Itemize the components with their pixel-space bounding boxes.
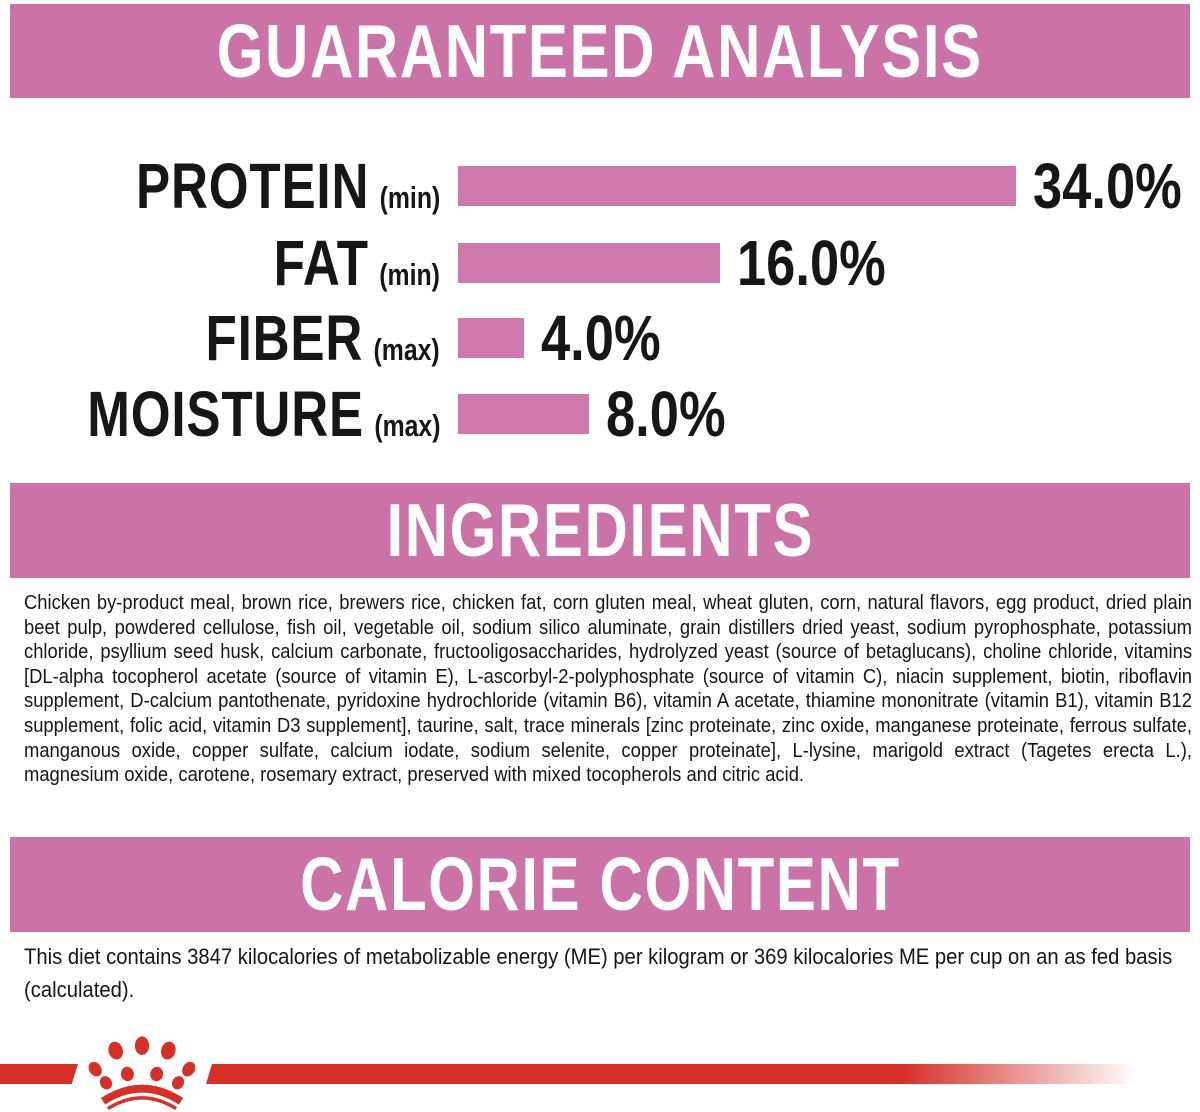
nutrient-label-box: FIBER (max) <box>0 306 440 370</box>
nutrient-label: FIBER <box>205 302 364 374</box>
nutrient-label-box: PROTEIN (min) <box>0 154 440 218</box>
nutrient-value: 8.0% <box>606 378 726 450</box>
nutrient-value: 4.0% <box>540 302 661 374</box>
chart-row-fiber: FIBER (max) 4.0% <box>0 306 1200 370</box>
nutrient-label-box: MOISTURE (max) <box>0 382 440 446</box>
nutrient-qualifier: (max) <box>373 332 440 367</box>
nutrient-qualifier: (min) <box>379 180 440 215</box>
nutrient-qualifier: (max) <box>373 408 440 443</box>
nutrient-value: 34.0% <box>1032 150 1182 222</box>
brand-rule-right <box>206 1064 1146 1084</box>
nutrient-label-box: FAT (min) <box>0 231 440 295</box>
ingredients-banner: INGREDIENTS <box>10 483 1190 578</box>
royal-canin-crown-icon <box>88 1036 196 1111</box>
guaranteed-analysis-banner: GUARANTEED ANALYSIS <box>10 4 1190 98</box>
nutrient-label: FAT <box>273 227 369 299</box>
nutrient-label: PROTEIN <box>135 150 369 222</box>
nutrient-label: MOISTURE <box>86 378 364 450</box>
nutrient-qualifier: (min) <box>379 257 440 292</box>
ingredients-title: INGREDIENTS <box>386 488 814 572</box>
nutrient-bar <box>458 394 590 434</box>
calorie-content-text: This diet contains 3847 kilocalories of … <box>24 944 1173 1002</box>
guaranteed-analysis-title: GUARANTEED ANALYSIS <box>216 8 984 93</box>
guaranteed-analysis-chart: PROTEIN (min) 34.0% FAT (min) 16.0% FIBE… <box>0 130 1200 460</box>
chart-row-moisture: MOISTURE (max) 8.0% <box>0 382 1200 446</box>
chart-row-fat: FAT (min) 16.0% <box>0 231 1200 295</box>
nutrient-value: 16.0% <box>737 227 887 299</box>
nutrient-bar <box>458 243 721 283</box>
nutrient-bar <box>458 166 1016 206</box>
calorie-content-banner: CALORIE CONTENT <box>10 837 1190 932</box>
nutrient-bar <box>458 318 524 358</box>
brand-rule-left <box>0 1064 78 1084</box>
calorie-content-section: This diet contains 3847 kilocalories of … <box>24 941 1192 1006</box>
ingredients-section: Chicken by-product meal, brown rice, bre… <box>24 591 1192 788</box>
ingredients-text: Chicken by-product meal, brown rice, bre… <box>24 592 1193 787</box>
calorie-content-title: CALORIE CONTENT <box>299 842 901 926</box>
chart-row-protein: PROTEIN (min) 34.0% <box>0 154 1200 218</box>
